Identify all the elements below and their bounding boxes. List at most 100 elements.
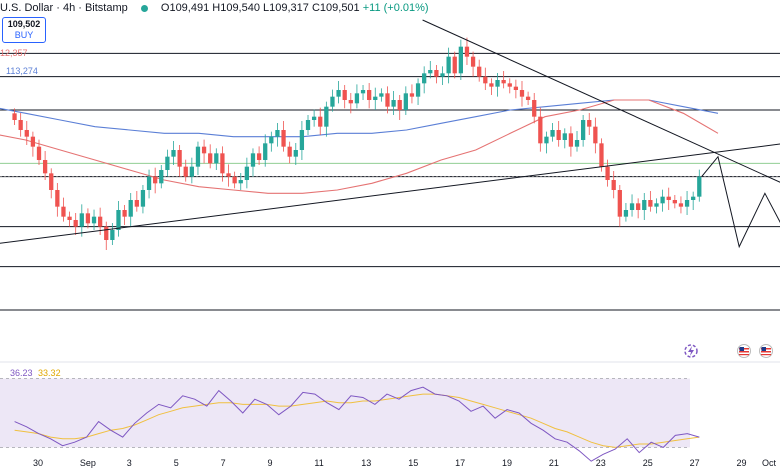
candle xyxy=(30,136,36,147)
candle xyxy=(269,136,274,144)
candle xyxy=(146,176,152,190)
ohlc-readout: O109,491 H109,540 L109,317 C109,501 xyxy=(160,2,360,14)
rsi-band xyxy=(0,378,690,448)
candle xyxy=(501,80,506,84)
candle xyxy=(55,190,60,207)
candle xyxy=(636,203,641,210)
candle xyxy=(91,216,97,224)
x-tick-label: 17 xyxy=(455,458,466,468)
candle xyxy=(67,216,72,220)
x-tick-label: 9 xyxy=(267,458,273,468)
candle xyxy=(593,126,598,144)
symbol-title: U.S. Dollar · 4h · Bitstamp xyxy=(0,2,128,14)
candle xyxy=(299,130,305,150)
candle xyxy=(336,90,341,97)
candle xyxy=(422,73,427,84)
candle xyxy=(354,93,360,104)
candle xyxy=(470,56,476,67)
candle xyxy=(324,106,329,127)
x-tick-label: 7 xyxy=(220,458,226,468)
candle xyxy=(171,150,176,157)
candle xyxy=(98,216,103,227)
candle xyxy=(24,130,29,137)
candle xyxy=(367,90,372,100)
candle xyxy=(556,130,561,140)
ma-red-value: 12,357 xyxy=(0,48,28,58)
projection-path xyxy=(701,155,780,249)
x-tick-label: 30 xyxy=(33,458,44,468)
candle xyxy=(507,83,512,87)
candle xyxy=(629,203,635,210)
ma-blue-value: 113,274 xyxy=(6,66,38,76)
x-tick-label: 5 xyxy=(173,458,179,468)
candle xyxy=(12,113,17,120)
candle xyxy=(611,180,616,190)
candle xyxy=(122,210,127,217)
candle xyxy=(409,93,415,97)
ma-red-line xyxy=(0,99,719,194)
candle xyxy=(85,213,91,224)
candle xyxy=(642,200,647,210)
candle xyxy=(654,203,659,207)
rsi-value: 36.23 xyxy=(10,368,33,378)
buy-price: 109,502 xyxy=(7,19,41,29)
candle xyxy=(177,150,182,167)
candle xyxy=(238,180,243,184)
x-tick-label: 3 xyxy=(126,458,132,468)
candle xyxy=(379,93,384,97)
candle xyxy=(287,146,292,157)
buy-button[interactable]: 109,502 BUY xyxy=(2,17,46,43)
candle xyxy=(605,166,610,180)
candle xyxy=(599,143,604,167)
candle xyxy=(293,150,298,157)
candle xyxy=(672,200,677,204)
candle xyxy=(220,153,225,174)
candle xyxy=(440,73,445,77)
candle xyxy=(385,93,390,107)
trendline-0 xyxy=(0,143,780,244)
chart-header: U.S. Dollar · 4h · Bitstamp O109,491 H10… xyxy=(0,2,429,14)
candle xyxy=(110,230,115,240)
candle xyxy=(165,156,170,170)
candle xyxy=(397,100,402,110)
candle xyxy=(697,176,702,197)
candle xyxy=(195,146,201,167)
lightning-event-icon[interactable] xyxy=(684,344,698,358)
x-tick-label: 13 xyxy=(361,458,372,468)
rsi-ma-value: 33.32 xyxy=(38,368,61,378)
candle xyxy=(256,153,262,160)
candle xyxy=(489,83,494,87)
candle xyxy=(263,143,268,160)
candle xyxy=(403,93,408,110)
candle xyxy=(18,120,23,130)
candle xyxy=(464,46,470,57)
candle xyxy=(691,196,696,200)
us-flag-event-icon[interactable] xyxy=(737,344,751,358)
candle xyxy=(544,136,549,144)
candle xyxy=(666,196,671,200)
candle xyxy=(446,56,451,74)
change-readout: +11 (+0.01%) xyxy=(362,2,429,14)
candle xyxy=(189,166,194,177)
candle xyxy=(483,76,488,84)
candle xyxy=(104,226,109,240)
x-tick-label: 15 xyxy=(408,458,419,468)
x-tick-label: Oct xyxy=(762,458,777,468)
candle xyxy=(318,116,323,127)
candle xyxy=(128,200,133,217)
rsi-line xyxy=(14,386,700,462)
candle xyxy=(226,173,231,177)
candle xyxy=(305,120,311,130)
candle xyxy=(532,100,537,117)
candle xyxy=(648,200,653,207)
candle xyxy=(568,133,574,147)
us-flag-event-icon-2[interactable] xyxy=(759,344,773,358)
candle xyxy=(281,130,286,147)
candle xyxy=(140,190,146,207)
candle xyxy=(495,80,500,87)
market-status-icon xyxy=(140,4,148,12)
candle xyxy=(587,120,592,127)
candle xyxy=(452,56,457,74)
candle xyxy=(49,173,54,190)
